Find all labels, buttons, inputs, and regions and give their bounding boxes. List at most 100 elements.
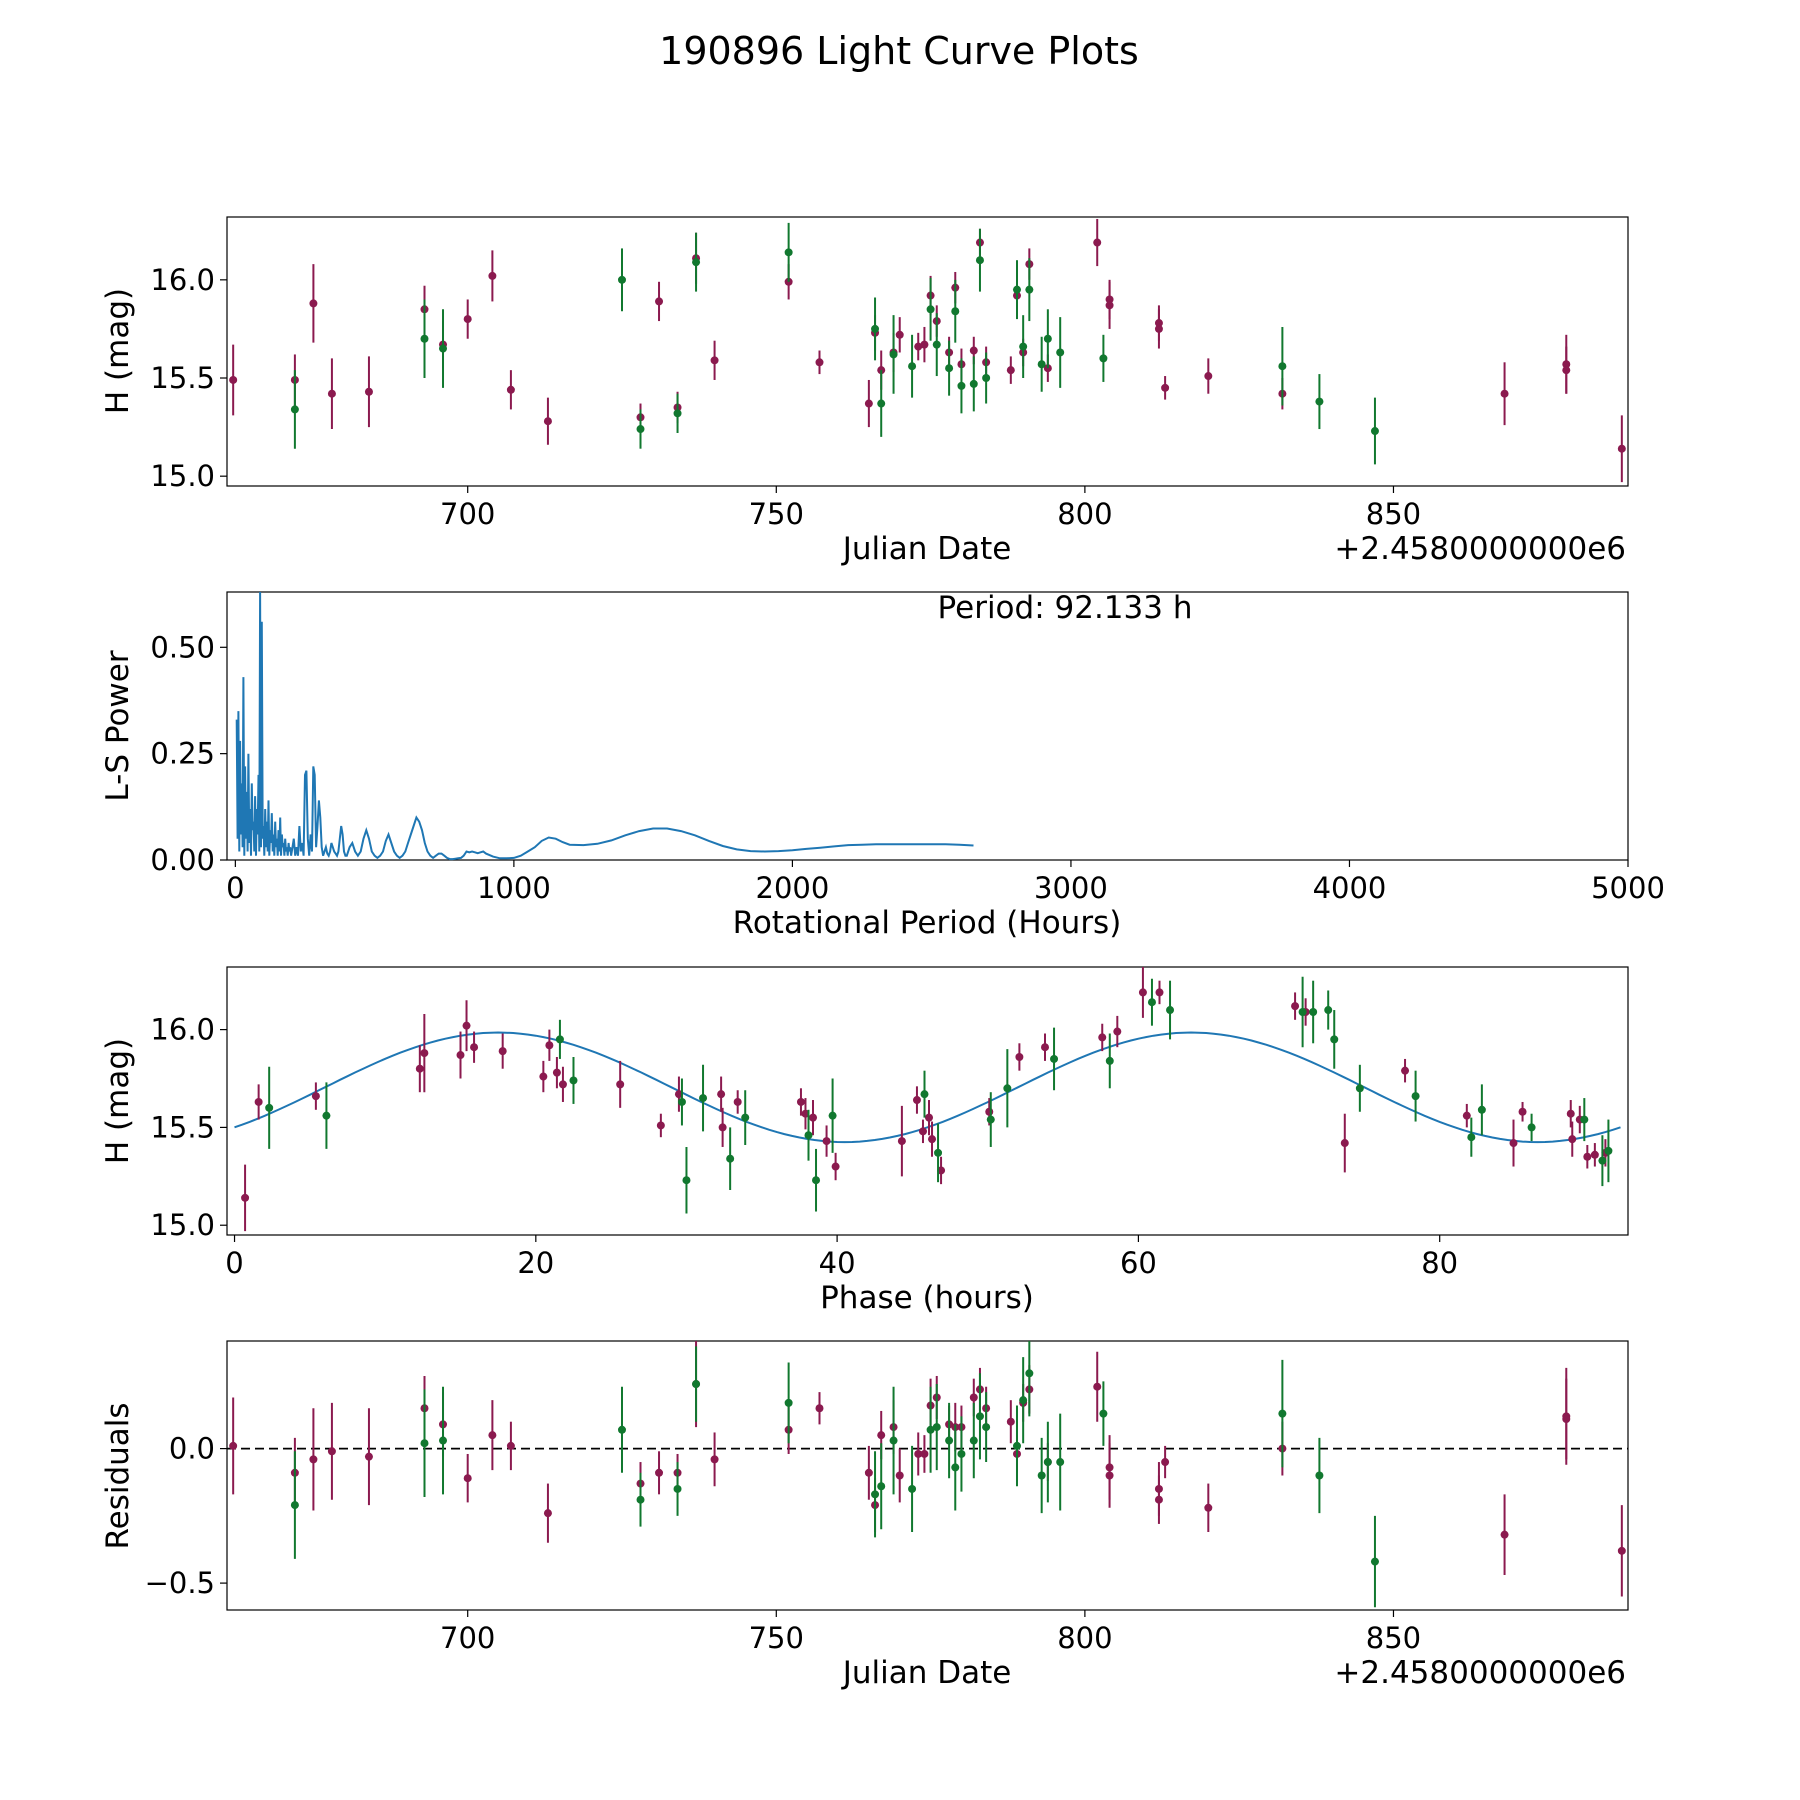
phased-point <box>555 1035 564 1044</box>
residuals-xtick-label: 700 <box>440 1621 495 1655</box>
lightcurve-ytick-label: 15.5 <box>150 361 215 395</box>
lightcurve-point <box>1019 342 1028 351</box>
phased-point <box>420 1049 429 1058</box>
phased-frame <box>226 966 1629 1236</box>
phased-point <box>718 1123 727 1132</box>
phased-point <box>934 1148 943 1157</box>
phased-point <box>801 1109 810 1118</box>
phased-point <box>1590 1150 1599 1159</box>
residuals-point <box>895 1471 904 1480</box>
residuals-ytick-label: −0.5 <box>145 1566 215 1600</box>
lightcurve-point <box>982 374 991 383</box>
phased-point <box>1401 1066 1410 1075</box>
phased-point <box>311 1092 320 1101</box>
residuals-point <box>969 1436 978 1445</box>
residuals-point <box>1500 1530 1509 1539</box>
lightcurve-points <box>229 218 1626 483</box>
lightcurve-point <box>1278 362 1287 371</box>
residuals-point <box>1012 1441 1021 1450</box>
lightcurve-point <box>1154 324 1163 333</box>
residuals-point <box>1037 1471 1046 1480</box>
residuals-point <box>229 1441 238 1450</box>
residuals-point <box>463 1474 472 1483</box>
residuals-point <box>815 1404 824 1413</box>
phased-point <box>1015 1052 1024 1061</box>
residuals-point <box>1315 1471 1324 1480</box>
phased-point <box>804 1131 813 1140</box>
periodogram-frame <box>226 591 1629 861</box>
lightcurve-point <box>463 315 472 324</box>
lightcurve-point <box>439 344 448 353</box>
lightcurve-point <box>957 381 966 390</box>
phased-point <box>1462 1111 1471 1120</box>
lightcurve-point <box>1093 238 1102 247</box>
residuals-point <box>951 1463 960 1472</box>
phased-point <box>682 1176 691 1185</box>
phased-point <box>985 1107 994 1116</box>
residuals-point <box>945 1436 954 1445</box>
lightcurve-point <box>914 342 923 351</box>
lightcurve-point <box>488 271 497 280</box>
residuals-point <box>932 1423 941 1432</box>
lightcurve-point <box>1025 285 1034 294</box>
phased-point <box>265 1103 274 1112</box>
phased-point <box>415 1064 424 1073</box>
phased-point <box>1527 1123 1536 1132</box>
residuals-point <box>488 1431 497 1440</box>
lightcurve-point <box>951 307 960 316</box>
residuals-points <box>229 1341 1626 1608</box>
phased-point <box>552 1068 561 1077</box>
lightcurve-point <box>1105 295 1114 304</box>
residuals-point <box>889 1436 898 1445</box>
phased-point <box>1518 1107 1527 1116</box>
residuals-point <box>1093 1382 1102 1391</box>
residuals-point <box>871 1490 880 1499</box>
phased-point <box>539 1072 548 1081</box>
phased-xtick-label: 20 <box>517 1246 554 1280</box>
periodogram-xtick-label: 1000 <box>477 871 551 905</box>
lightcurve-point <box>1099 354 1108 363</box>
residuals-point <box>364 1452 373 1461</box>
lightcurve-point <box>1370 427 1379 436</box>
phased-point <box>937 1166 946 1175</box>
residuals-point <box>1370 1557 1379 1566</box>
residuals-point <box>914 1449 923 1458</box>
phased-xtick-label: 80 <box>1421 1246 1458 1280</box>
phased-point <box>831 1162 840 1171</box>
lightcurve-point <box>1204 372 1213 381</box>
residuals-point <box>877 1431 886 1440</box>
lightcurve-point <box>692 258 701 267</box>
phased-xtick-label: 60 <box>1120 1246 1157 1280</box>
phased-points <box>241 967 1613 1232</box>
lightcurve-point <box>889 350 898 359</box>
residuals-point <box>327 1447 336 1456</box>
phased-point <box>1138 988 1147 997</box>
phased-point <box>1604 1146 1613 1155</box>
residuals-point <box>784 1398 793 1407</box>
residuals-point <box>309 1455 318 1464</box>
phased-point <box>1477 1105 1486 1114</box>
phased-point <box>717 1090 726 1099</box>
residuals-point <box>506 1441 515 1450</box>
phased-point <box>1330 1035 1339 1044</box>
residuals-xtick-label: 800 <box>1057 1621 1112 1655</box>
phased-point <box>986 1115 995 1124</box>
phased-point <box>912 1096 921 1105</box>
phased-point <box>1155 988 1164 997</box>
residuals-point <box>543 1509 552 1518</box>
phased-point <box>1147 998 1156 1007</box>
lightcurve-point <box>327 389 336 398</box>
residuals-ylabel: Residuals <box>100 1402 136 1549</box>
residuals-point <box>1043 1458 1052 1467</box>
lightcurve-xtick-label: 800 <box>1057 497 1112 531</box>
lightcurve-point <box>1006 366 1015 375</box>
phased-point <box>674 1090 683 1099</box>
phased-point <box>822 1137 831 1146</box>
phased-ylabel: H (mag) <box>100 1038 136 1164</box>
lightcurve-point <box>655 297 664 306</box>
panel-phased: 0 20 40 60 80 15.0 15.5 16.0 Phase (hours) H (m… <box>100 966 1629 1316</box>
phased-point <box>1298 1007 1307 1016</box>
residuals-point <box>420 1439 429 1448</box>
lightcurve-point <box>895 330 904 339</box>
